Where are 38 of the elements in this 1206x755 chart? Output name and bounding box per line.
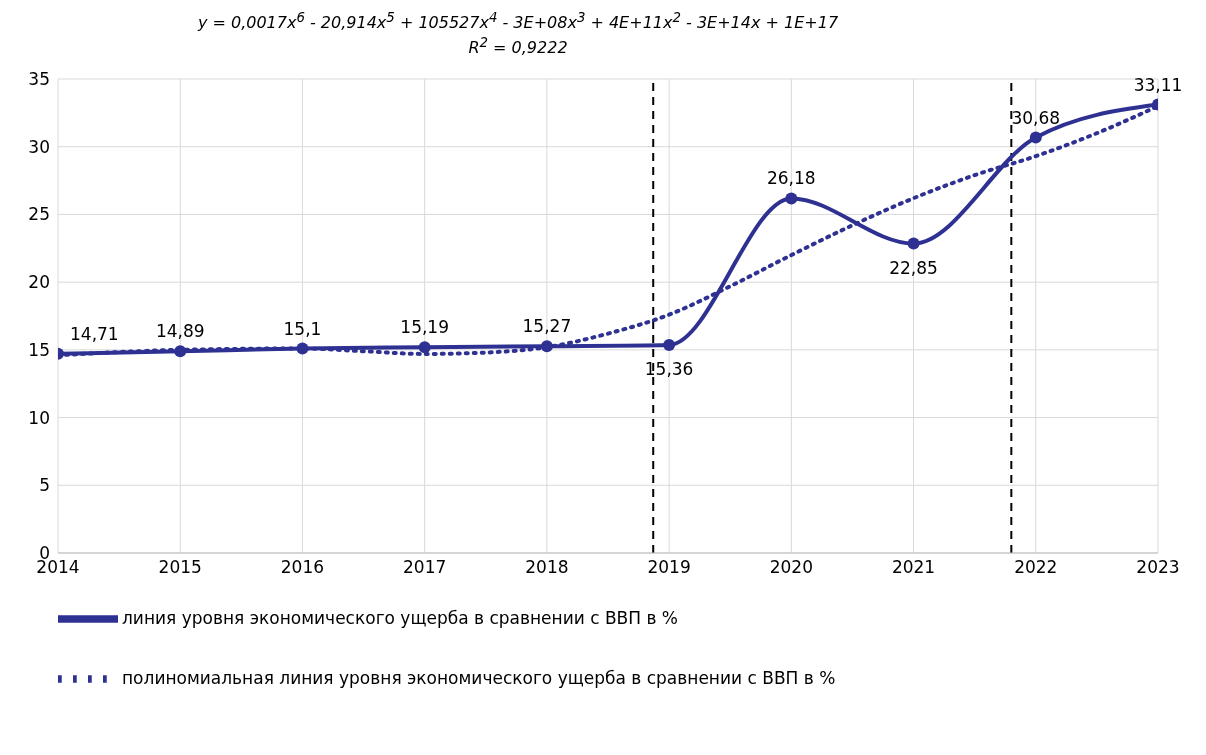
point	[296, 342, 309, 355]
y-tick-label: 10	[28, 407, 50, 428]
data-label: 15,19	[400, 316, 449, 337]
y-tick-label: 25	[28, 204, 50, 225]
point	[1029, 131, 1042, 144]
data-label: 26,18	[767, 168, 816, 189]
x-tick-label: 2020	[769, 556, 813, 577]
y-tick-label: 5	[39, 474, 50, 495]
text: R$^{2}$ = 0,9222	[468, 35, 568, 58]
y-tick-label: 30	[28, 136, 50, 157]
data-label: 15,36	[644, 358, 694, 379]
point	[785, 192, 798, 205]
x-tick-label: 2018	[525, 556, 569, 577]
data-label: 15,27	[522, 315, 572, 336]
x-tick-label: 2016	[280, 556, 325, 577]
data-label: 14,89	[155, 321, 205, 341]
legend-label: линия уровня экономического ущерба в сравнении с ВВП в %	[122, 607, 679, 628]
data-label: 22,85	[889, 257, 938, 278]
x-tick-label: 2019	[647, 556, 691, 577]
y-tick-label: 15	[28, 339, 50, 360]
data-label: 15,1	[283, 318, 322, 339]
x-tick-label: 2022	[1014, 556, 1058, 577]
x-tick-label: 2017	[403, 556, 447, 577]
data-label: 33,11	[1133, 74, 1183, 95]
point	[663, 338, 676, 351]
y-tick-label: 20	[28, 271, 50, 292]
text: y = 0,0017x$^{6}$ - 20,914x$^{5}$ + 105527x$^{4}$ - 3E+08x$^{3}$ + 4E+11x$^{2}$ - 3E+14x + 1E+17	[197, 10, 839, 33]
x-tick-label: 2023	[1136, 556, 1180, 577]
x-tick-label: 2015	[158, 556, 202, 577]
point	[540, 339, 553, 352]
data-label: 14,71	[70, 323, 119, 344]
x-tick-label: 2021	[891, 556, 936, 577]
data-label: 30,68	[1011, 107, 1061, 128]
point	[174, 345, 187, 357]
y-tick-label: 35	[28, 68, 50, 89]
point	[907, 237, 920, 250]
point	[418, 340, 431, 353]
legend-label: полиномиальная линия уровня экономического ущерба в сравнении с ВВП в %	[122, 667, 836, 688]
